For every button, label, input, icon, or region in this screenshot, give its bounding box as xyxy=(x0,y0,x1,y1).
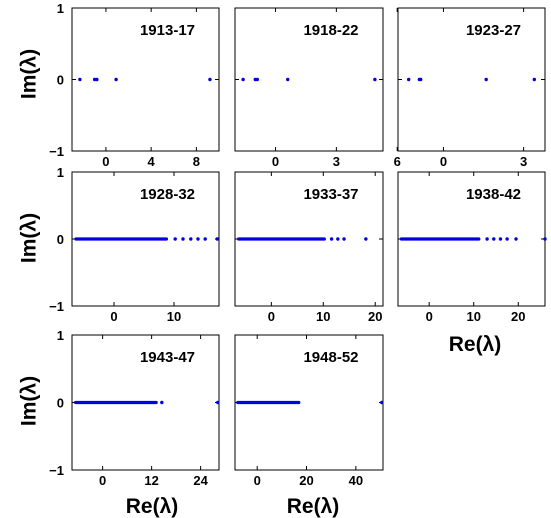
panel-2: 0 3 6 1918-22 xyxy=(234,7,401,169)
panel-title: 1923-27 xyxy=(466,22,521,39)
panel-5: 0 10 20 1933-37 xyxy=(234,171,384,324)
x-tick-label: 20 xyxy=(368,309,382,324)
data-point xyxy=(216,400,220,405)
panel-title: 1938-42 xyxy=(466,186,521,203)
data-point xyxy=(532,77,537,82)
panel-3: 0 3 1923-27 xyxy=(397,7,546,169)
data-point xyxy=(406,77,411,82)
data-point xyxy=(485,237,489,241)
data-point xyxy=(419,77,423,82)
x-tick-label: 6 xyxy=(394,154,401,169)
data-point xyxy=(336,237,340,241)
dense-point-cluster xyxy=(237,237,326,241)
y-tick-label: 0 xyxy=(57,232,64,247)
x-axis-title-col1: Re(λ) xyxy=(126,495,179,518)
x-tick-label: 40 xyxy=(349,473,363,488)
y-tick-label: 1 xyxy=(57,165,64,180)
panel-title: 1943-47 xyxy=(140,349,195,366)
data-point xyxy=(181,237,185,241)
y-axis-title-row3: Im(λ) xyxy=(18,376,41,426)
panel-title: 1948-52 xyxy=(303,349,358,366)
data-point xyxy=(286,77,290,82)
dense-point-cluster xyxy=(74,400,158,405)
x-axis-title-col2: Re(λ) xyxy=(287,495,340,518)
x-tick-label: 20 xyxy=(299,473,313,488)
data-point xyxy=(208,77,212,82)
panel-title: 1913-17 xyxy=(140,22,195,39)
data-point xyxy=(203,237,207,241)
data-point xyxy=(505,237,509,241)
x-tick-label: 0 xyxy=(99,473,106,488)
panel-6: 0 10 20 1938-42 xyxy=(397,171,547,324)
data-point xyxy=(189,237,193,241)
y-axis-title-row2: Im(λ) xyxy=(18,213,41,263)
x-tick-label: 0 xyxy=(110,309,117,324)
x-tick-label: 3 xyxy=(333,154,340,169)
plot-frame xyxy=(397,7,546,152)
data-point xyxy=(373,77,377,82)
plot-frame xyxy=(234,7,384,152)
panel-7: 0 12 24 −1 0 1 1943-47 xyxy=(49,328,220,488)
x-tick-label: 0 xyxy=(268,309,275,324)
x-tick-label: 24 xyxy=(193,473,208,488)
data-point xyxy=(498,237,503,241)
x-tick-label: 12 xyxy=(144,473,158,488)
x-tick-label: 0 xyxy=(254,473,261,488)
data-point xyxy=(78,77,82,82)
data-point xyxy=(342,237,346,241)
x-axis-title-col3: Re(λ) xyxy=(449,333,502,356)
panel-1: 0 4 8 −1 0 1 1913-17 xyxy=(49,1,220,169)
x-tick-label: 10 xyxy=(466,309,480,324)
y-tick-label: −1 xyxy=(49,144,64,159)
panel-title: 1933-37 xyxy=(303,186,358,203)
y-axis-title-row1: Im(λ) xyxy=(18,49,41,99)
panel-4: 0 10 −1 0 1 1928-32 xyxy=(49,165,220,324)
y-tick-label: 1 xyxy=(57,1,64,16)
x-tick-label: 0 xyxy=(426,309,433,324)
x-tick-label: 0 xyxy=(272,154,279,169)
data-point xyxy=(241,77,245,82)
y-tick-label: −1 xyxy=(49,463,64,478)
x-tick-label: 10 xyxy=(167,309,181,324)
y-tick-label: 0 xyxy=(57,396,64,411)
data-point xyxy=(196,237,200,241)
y-tick-label: 1 xyxy=(57,328,64,343)
y-tick-label: −1 xyxy=(49,299,64,314)
x-tick-label: 3 xyxy=(520,154,527,169)
x-tick-label: 0 xyxy=(102,154,109,169)
data-point xyxy=(492,237,496,241)
y-tick-label: 0 xyxy=(57,73,64,88)
dense-point-cluster xyxy=(399,237,481,241)
data-point xyxy=(543,237,547,241)
dense-point-cluster xyxy=(236,400,301,405)
data-point xyxy=(215,237,219,241)
x-tick-label: 4 xyxy=(148,154,156,169)
data-point xyxy=(114,77,118,82)
x-tick-label: 20 xyxy=(511,309,525,324)
data-point xyxy=(95,77,99,82)
data-point xyxy=(380,400,384,405)
data-point xyxy=(173,237,177,241)
x-tick-label: 8 xyxy=(193,154,200,169)
dense-point-cluster xyxy=(74,237,168,241)
data-point xyxy=(484,77,488,82)
panel-title: 1918-22 xyxy=(303,22,358,39)
data-point xyxy=(160,400,164,405)
panel-title: 1928-32 xyxy=(140,186,195,203)
panel-8: 0 20 40 1948-52 xyxy=(234,334,384,488)
data-point xyxy=(329,237,334,241)
data-point xyxy=(255,77,260,82)
data-point xyxy=(514,237,518,241)
data-point xyxy=(364,237,368,241)
x-tick-label: 0 xyxy=(440,154,447,169)
x-tick-label: 10 xyxy=(316,309,330,324)
